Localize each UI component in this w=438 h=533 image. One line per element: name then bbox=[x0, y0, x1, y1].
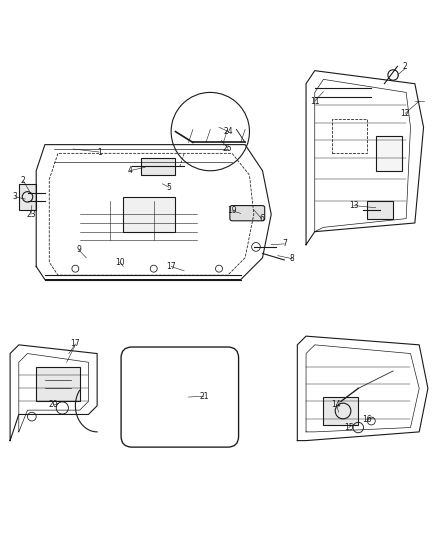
Text: 9: 9 bbox=[76, 246, 81, 254]
Bar bbox=[323, 397, 358, 425]
Text: 15: 15 bbox=[344, 423, 353, 432]
Text: 20: 20 bbox=[49, 400, 58, 409]
Text: 7: 7 bbox=[282, 239, 287, 248]
Text: 16: 16 bbox=[362, 415, 372, 424]
Text: 1: 1 bbox=[97, 148, 102, 157]
Text: 25: 25 bbox=[223, 143, 233, 152]
Text: 17: 17 bbox=[166, 262, 176, 271]
Text: 13: 13 bbox=[349, 201, 359, 210]
Text: 14: 14 bbox=[332, 400, 341, 409]
Bar bbox=[123, 197, 176, 232]
Text: 3: 3 bbox=[13, 192, 18, 201]
Bar bbox=[376, 136, 402, 171]
Text: 8: 8 bbox=[290, 254, 294, 263]
Text: 6: 6 bbox=[259, 214, 264, 223]
Text: 24: 24 bbox=[224, 127, 233, 136]
Text: 21: 21 bbox=[199, 392, 208, 401]
Bar bbox=[19, 184, 36, 210]
Text: 5: 5 bbox=[166, 183, 171, 192]
FancyBboxPatch shape bbox=[230, 206, 265, 221]
Text: 10: 10 bbox=[115, 257, 124, 266]
Text: 2: 2 bbox=[21, 176, 25, 185]
Text: 11: 11 bbox=[310, 96, 319, 106]
Bar bbox=[141, 158, 176, 175]
Text: 17: 17 bbox=[71, 340, 80, 349]
Bar bbox=[36, 367, 80, 401]
Bar bbox=[332, 118, 367, 154]
Text: 12: 12 bbox=[400, 109, 410, 118]
Text: 23: 23 bbox=[26, 210, 36, 219]
Text: 2: 2 bbox=[403, 62, 408, 71]
Text: 4: 4 bbox=[127, 166, 132, 175]
Bar bbox=[367, 201, 393, 219]
Text: 19: 19 bbox=[227, 206, 237, 215]
